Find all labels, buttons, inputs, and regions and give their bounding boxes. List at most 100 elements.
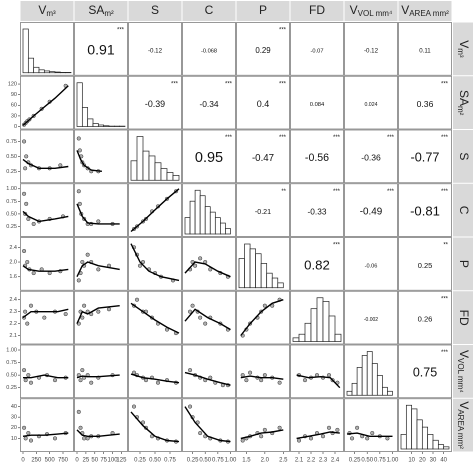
- x-tick-label: 0.50: [149, 458, 161, 464]
- scatter-point: [190, 303, 195, 308]
- label-sub: VOL mm⁴: [456, 358, 465, 393]
- y-tick-label: 1.6: [9, 274, 17, 280]
- fit-line: [130, 243, 180, 282]
- y-tick-label: 10: [11, 436, 17, 442]
- y-tick-label: 20: [11, 425, 17, 431]
- scatter-point: [52, 436, 58, 441]
- scatter-point: [326, 425, 332, 430]
- panel: [182, 22, 236, 76]
- panel: [236, 75, 290, 130]
- scatter-point: [77, 201, 82, 206]
- label-main: C: [457, 206, 471, 215]
- y-tick-label: 1.00: [6, 347, 17, 353]
- correlation: 0.024: [364, 102, 377, 108]
- histogram-bar: [334, 333, 342, 342]
- x-tick-label: 2.3: [319, 458, 328, 464]
- correlation: -0.36: [361, 153, 381, 163]
- strip: [182, 1, 236, 21]
- scatter-point: [28, 303, 34, 308]
- scatter-point: [277, 380, 282, 385]
- histogram-bar: [194, 189, 201, 235]
- scatter-point: [320, 434, 326, 439]
- scatter-point: [25, 259, 30, 265]
- fit-line: [346, 432, 393, 437]
- scatter-point: [277, 425, 282, 430]
- significance: ***: [333, 189, 341, 195]
- scatter-point: [106, 307, 112, 312]
- strip: [398, 1, 452, 21]
- variable-label: Vm³: [38, 3, 56, 18]
- x-tick-label: 0.50: [361, 458, 373, 464]
- scatter-point: [262, 303, 267, 308]
- panel: [20, 237, 74, 291]
- histogram-bar: [27, 57, 35, 74]
- y-tick-label: 0.75: [6, 199, 17, 205]
- fit-line: [130, 373, 180, 384]
- panel: [74, 183, 128, 237]
- strip: [236, 1, 290, 21]
- fit-line: [130, 411, 180, 443]
- label-main: FD: [457, 310, 471, 326]
- x-tick-label: 250: [31, 458, 42, 464]
- scatter-point: [82, 303, 87, 308]
- significance: ***: [225, 135, 233, 141]
- strip: [453, 183, 473, 237]
- fit-line: [184, 308, 231, 331]
- scatter-point: [22, 425, 27, 430]
- significance: ***: [333, 135, 341, 141]
- histogram-bar: [266, 272, 273, 289]
- scatter-point: [76, 189, 81, 194]
- strip: [453, 291, 473, 344]
- scatter-point: [42, 315, 47, 320]
- histogram-bar: [249, 248, 256, 289]
- correlation: 0.36: [417, 99, 434, 109]
- panel: [74, 22, 128, 76]
- y-tick-label: 90: [11, 92, 17, 98]
- x-tick-label: 750: [58, 458, 69, 464]
- x-tick-label: 30: [430, 458, 437, 464]
- panel: [128, 75, 182, 130]
- histogram-bar: [54, 71, 61, 74]
- y-tick-label: 0.50: [6, 211, 17, 217]
- scatter-point: [80, 315, 85, 320]
- scatter-point: [385, 436, 390, 441]
- panel: [236, 129, 290, 184]
- histogram-bar: [92, 123, 99, 127]
- fit-line: [76, 305, 120, 324]
- scatter-point: [262, 427, 267, 432]
- panel: [344, 75, 398, 130]
- significance: ***: [387, 189, 395, 195]
- x-tick-label: 2.4: [331, 458, 340, 464]
- y-tick-label: 2.4: [9, 297, 17, 303]
- y-tick-label: 0.75: [6, 360, 17, 366]
- histogram-bar: [33, 66, 40, 74]
- x-tick-label: 0.25: [187, 458, 199, 464]
- scatter-point: [76, 136, 81, 141]
- y-tick-label: 2.1: [9, 333, 17, 339]
- label-sub: m²: [104, 9, 114, 18]
- label-main: C: [205, 3, 214, 17]
- label-main: S: [457, 152, 471, 160]
- scatter-point: [77, 148, 82, 153]
- histogram-bar: [76, 82, 83, 127]
- histogram-bar: [310, 308, 318, 342]
- label-main: FD: [309, 3, 325, 17]
- x-tick-label: 1.5: [242, 458, 251, 464]
- correlation: -0.33: [308, 206, 327, 216]
- y-tick-label: 30: [11, 113, 17, 119]
- variable-label: VAREA mm²: [456, 401, 471, 449]
- panel: [398, 237, 452, 291]
- y-tick-label: 0.75: [6, 139, 17, 145]
- variable-label: SAm²: [88, 3, 114, 18]
- y-tick-label: 30: [11, 415, 17, 421]
- y-tick-label: 60: [11, 103, 17, 109]
- panel: [398, 75, 452, 130]
- scatter-point: [262, 373, 267, 378]
- strip: [453, 345, 473, 398]
- y-tick-label: 2.3: [9, 309, 17, 315]
- histogram-bar: [277, 282, 284, 289]
- histogram-bar: [376, 375, 383, 396]
- x-tick-label: 0.25: [349, 458, 361, 464]
- histogram-bar: [184, 217, 191, 235]
- significance: ***: [171, 81, 179, 87]
